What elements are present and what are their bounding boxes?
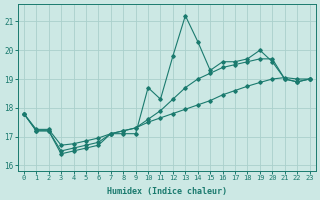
X-axis label: Humidex (Indice chaleur): Humidex (Indice chaleur) <box>107 187 227 196</box>
